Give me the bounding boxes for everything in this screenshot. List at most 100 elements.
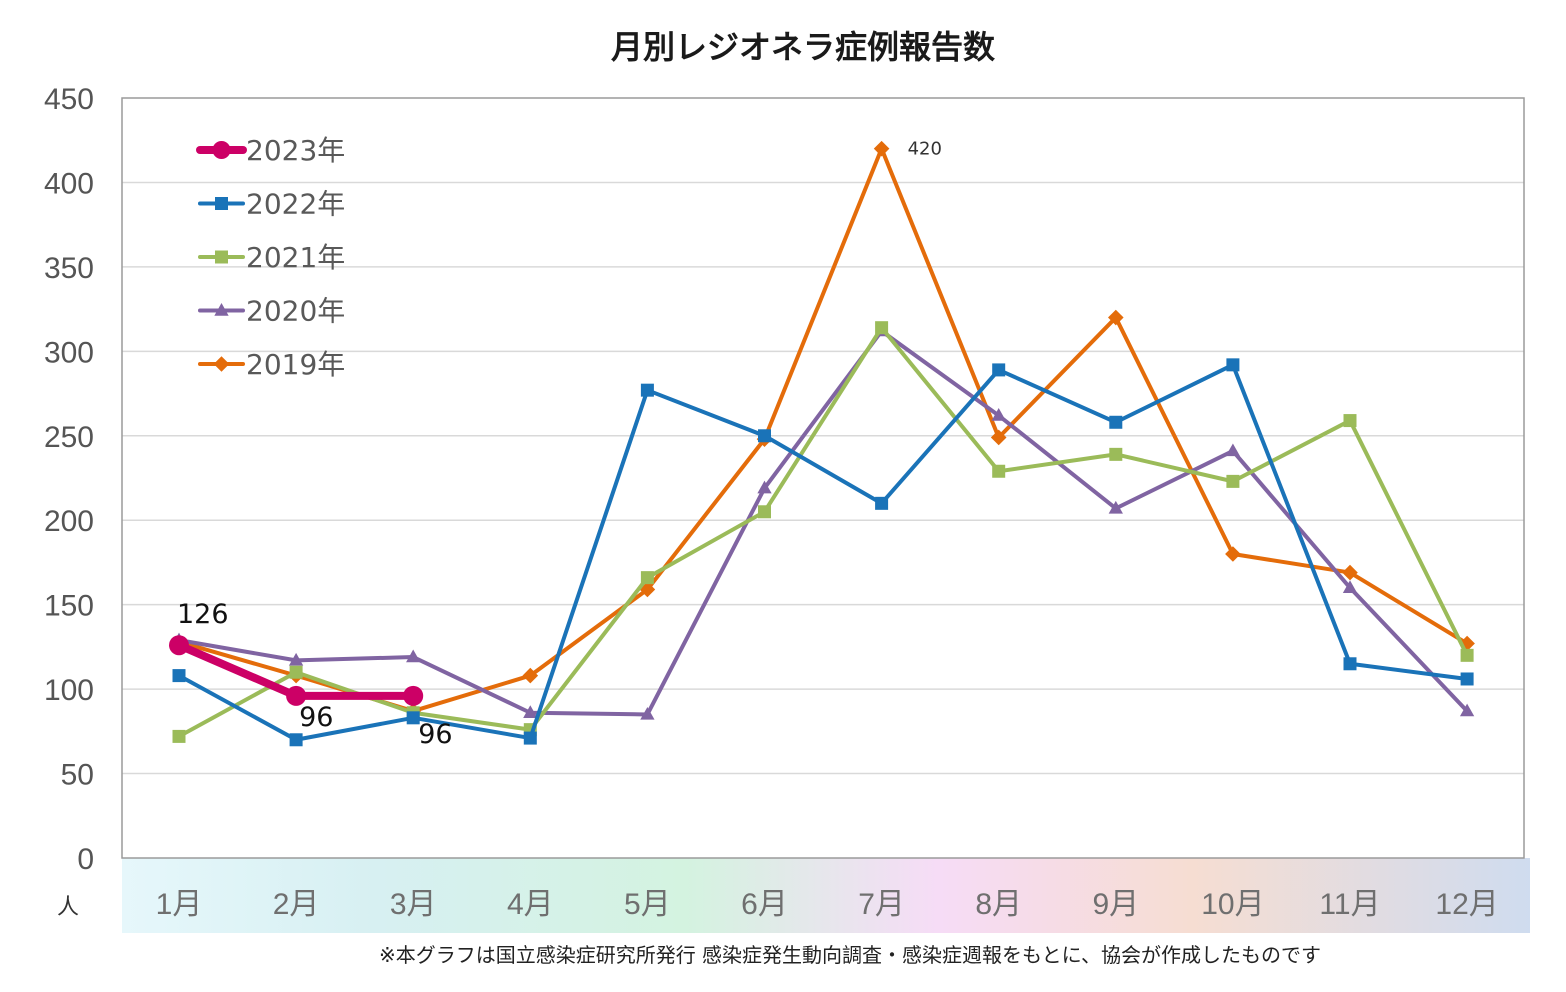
data-point [1226, 358, 1240, 372]
data-labels: 126 96 96 420 [177, 139, 942, 750]
data-point [990, 429, 1007, 446]
series-line [177, 329, 1470, 717]
data-point [640, 383, 654, 397]
y-tick-label: 50 [61, 759, 94, 792]
series-line [177, 325, 1470, 739]
footnote: ※本グラフは国立感染症研究所発行 感染症発生動向調査・感染症週報をもとに、協会が… [379, 943, 1321, 967]
data-point [522, 667, 539, 684]
legend-label: 2023年 [246, 134, 345, 167]
legend-label: 2020年 [246, 295, 345, 328]
legend: 2023年 2022年 2021年 2020年 2019年 [196, 134, 345, 381]
x-tick-label: 11月 [1319, 888, 1380, 921]
data-point [758, 429, 771, 443]
x-tick-label: 1月 [156, 888, 203, 921]
data-point [289, 665, 303, 679]
series-2022年 [172, 358, 1474, 747]
legend-item: 2020年 [198, 295, 345, 328]
data-point [639, 581, 656, 598]
legend-item: 2021年 [198, 241, 345, 274]
gridlines [122, 181, 1524, 775]
x-tick-label: 4月 [507, 888, 554, 921]
legend-marker [214, 303, 229, 316]
data-point [172, 669, 186, 683]
legend-item: 2023年 [196, 134, 345, 167]
legend-item: 2022年 [198, 188, 345, 221]
data-point [1226, 474, 1240, 488]
x-tick-label: 2月 [273, 888, 320, 921]
y-tick-label: 150 [44, 590, 94, 623]
x-axis-band [122, 858, 1530, 933]
y-tick-label: 200 [44, 505, 94, 538]
data-point [406, 711, 420, 725]
data-point [1343, 657, 1357, 671]
chart-title: 月別レジオネラ症例報告数 [611, 28, 996, 66]
series-line [177, 146, 1470, 714]
legend-marker [212, 141, 231, 159]
y-tick-label: 300 [44, 336, 94, 369]
x-tick-label: 10月 [1201, 888, 1264, 921]
data-point [286, 685, 307, 706]
series-group [169, 140, 1475, 747]
y-tick-label: 350 [44, 252, 94, 285]
data-point [1342, 564, 1358, 581]
data-label: 96 [299, 702, 333, 733]
legend-label: 2021年 [246, 241, 345, 274]
legend-marker [213, 356, 230, 372]
data-point [1459, 703, 1475, 717]
data-point [169, 635, 189, 656]
data-point [1108, 309, 1124, 326]
x-tick-label: 12月 [1435, 888, 1498, 921]
data-point [1343, 414, 1357, 428]
data-point [1225, 443, 1241, 457]
data-label: 96 [418, 719, 452, 750]
x-axis: 1月 2月 3月 4月 5月 6月 7月 8月 9月 10月 11月 12月 [156, 888, 1499, 921]
series-2023年 [169, 635, 424, 706]
series-line [177, 362, 1470, 742]
data-point [873, 140, 890, 157]
y-tick-label: 450 [44, 83, 94, 116]
plot-area-frame [121, 97, 1525, 859]
legend-label: 2019年 [246, 348, 345, 381]
data-point [523, 731, 537, 745]
data-point [1109, 415, 1123, 429]
y-tick-label: 100 [44, 674, 94, 707]
legend-label: 2022年 [246, 188, 345, 221]
x-tick-label: 8月 [975, 888, 1022, 921]
series-2021年 [172, 321, 1474, 743]
data-point [289, 733, 303, 747]
data-point [1108, 500, 1123, 514]
x-tick-label: 3月 [390, 888, 437, 921]
y-tick-label: 0 [77, 843, 94, 876]
x-tick-label: 6月 [741, 888, 788, 921]
data-point [1460, 672, 1474, 686]
data-point [1225, 546, 1241, 562]
data-point [1342, 580, 1358, 593]
x-tick-label: 5月 [624, 888, 671, 921]
y-unit-label: 人 [57, 895, 79, 920]
x-tick-label: 7月 [858, 888, 905, 921]
data-point [640, 571, 654, 585]
y-tick-label: 400 [44, 167, 94, 200]
data-point [875, 496, 889, 510]
data-point [758, 505, 771, 519]
data-point [992, 464, 1006, 478]
data-point [406, 649, 421, 663]
data-point [403, 685, 424, 706]
data-point [640, 706, 655, 720]
data-label: 420 [908, 139, 942, 160]
data-label: 126 [177, 599, 229, 630]
series-2019年 [171, 140, 1475, 719]
data-point [1109, 447, 1123, 461]
x-tick-label: 9月 [1092, 888, 1139, 921]
data-point [992, 363, 1006, 377]
data-point [757, 480, 772, 494]
data-point [288, 652, 304, 666]
data-point [875, 321, 889, 335]
data-point [991, 408, 1006, 421]
y-axis: 0 50 100 150 200 250 300 350 400 450 [44, 83, 94, 876]
data-point [523, 705, 538, 718]
series-2020年 [171, 323, 1475, 720]
legend-marker [215, 250, 228, 264]
data-point [1460, 648, 1474, 662]
